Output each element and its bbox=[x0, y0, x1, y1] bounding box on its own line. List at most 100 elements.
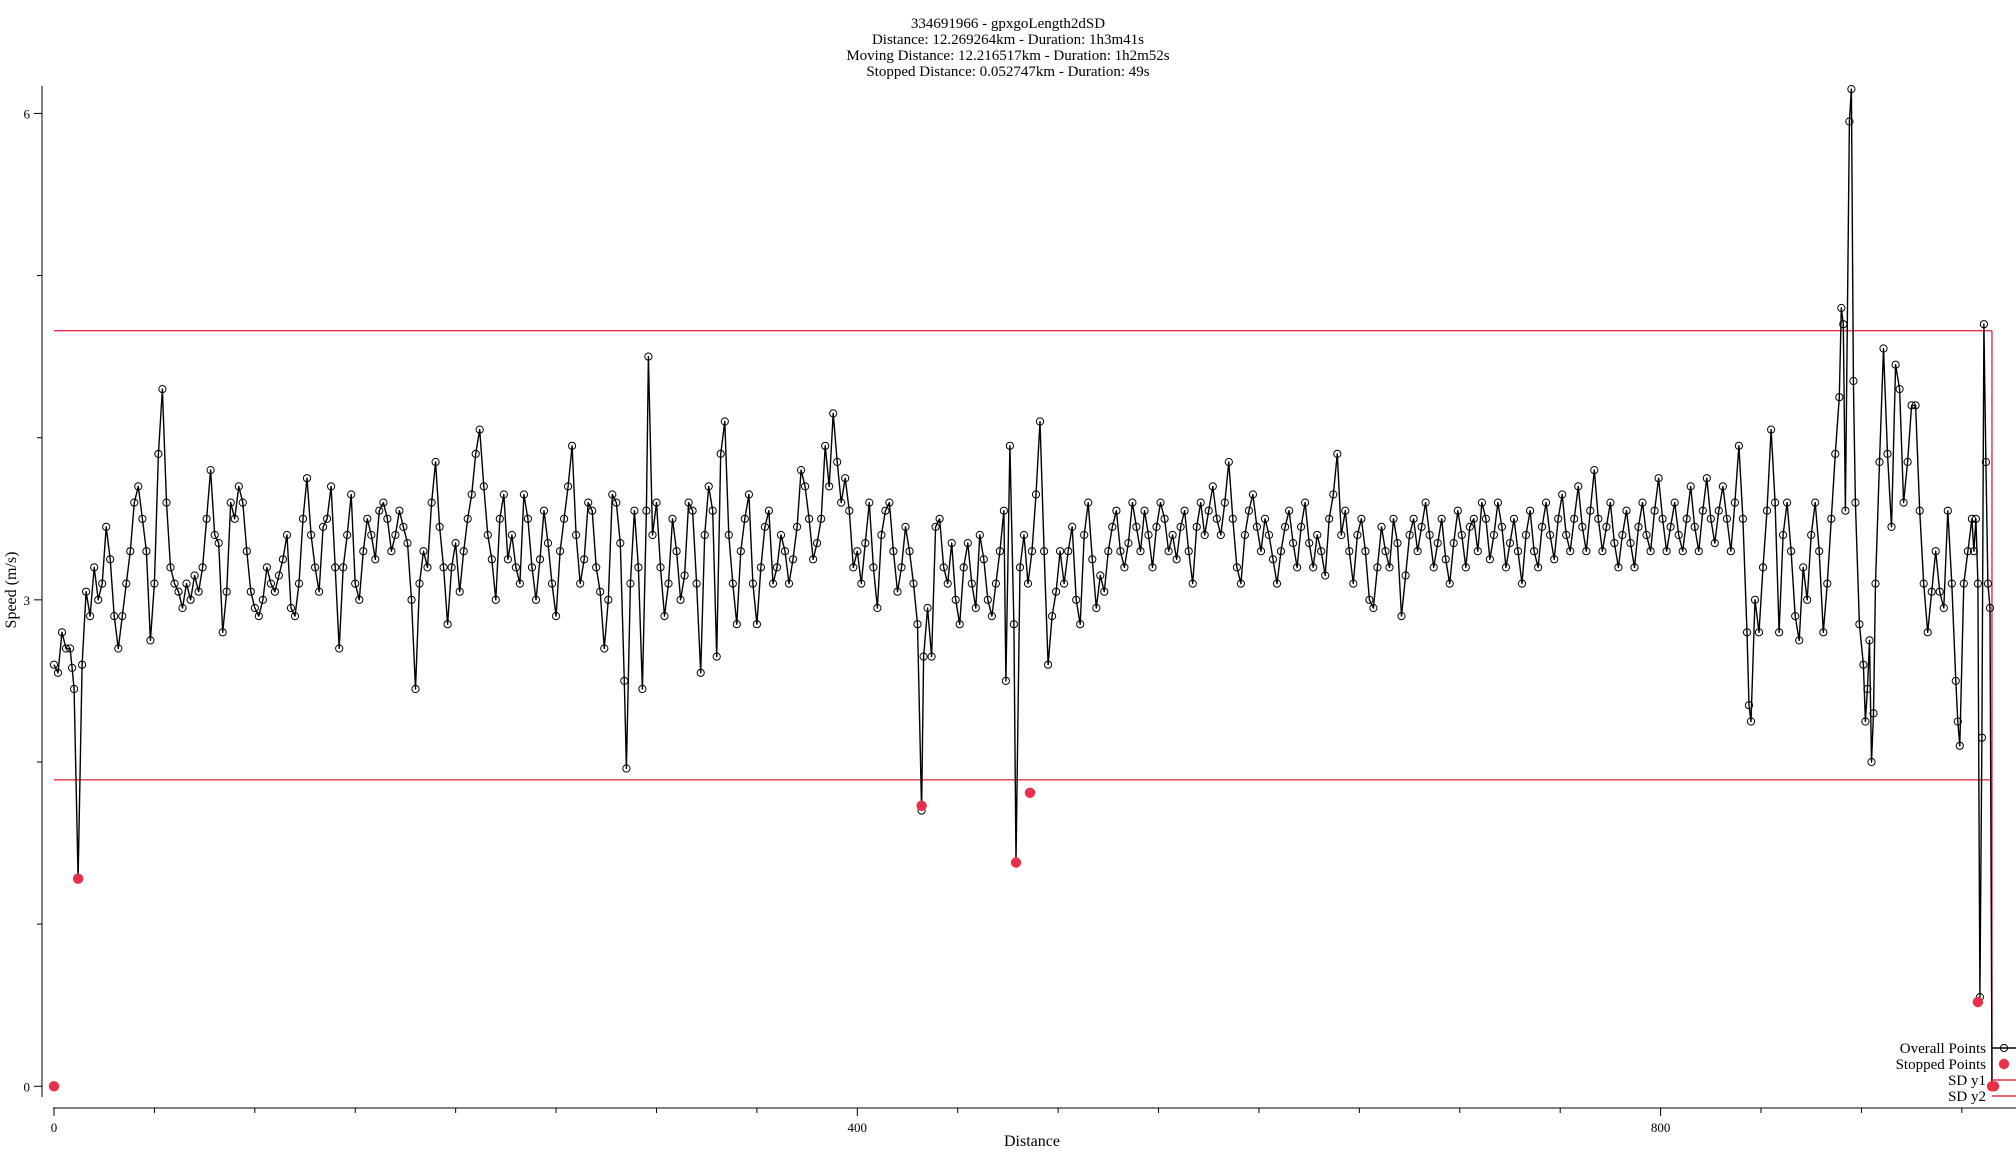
overall-point bbox=[242, 547, 251, 556]
overall-point bbox=[535, 555, 545, 564]
overall-point bbox=[1722, 514, 1732, 523]
overall-point bbox=[371, 555, 380, 564]
overall-point bbox=[1594, 514, 1603, 523]
overall-point bbox=[1196, 498, 1205, 507]
overall-point bbox=[1353, 530, 1362, 540]
overall-point bbox=[817, 514, 826, 523]
overall-point bbox=[1730, 498, 1740, 507]
overall-point bbox=[837, 498, 846, 507]
overall-point bbox=[1493, 498, 1503, 507]
overall-point bbox=[756, 563, 766, 572]
overall-point bbox=[644, 352, 653, 361]
overall-point bbox=[1867, 757, 1876, 767]
overall-point bbox=[146, 636, 155, 645]
overall-point bbox=[1268, 555, 1278, 564]
overall-point bbox=[1385, 563, 1394, 572]
overall-point bbox=[1754, 628, 1764, 637]
overall-point bbox=[238, 498, 247, 507]
overall-point bbox=[1212, 514, 1221, 523]
overall-point bbox=[1654, 474, 1663, 483]
overall-point bbox=[531, 595, 541, 604]
overall-point bbox=[1184, 547, 1193, 556]
overall-point bbox=[592, 563, 601, 572]
overall-point bbox=[102, 522, 111, 532]
overall-point bbox=[1148, 563, 1157, 572]
overall-point bbox=[162, 498, 171, 507]
overall-point bbox=[431, 457, 440, 467]
overall-point bbox=[720, 417, 729, 426]
legend-label-sd-y1: SD y1 bbox=[1948, 1073, 1986, 1089]
overall-point bbox=[1550, 555, 1559, 564]
overall-point bbox=[503, 555, 512, 564]
overall-point bbox=[829, 409, 838, 418]
overall-point bbox=[1775, 628, 1784, 637]
overall-point bbox=[913, 620, 922, 629]
overall-point bbox=[1554, 514, 1563, 523]
overall-point bbox=[483, 530, 492, 540]
overall-point bbox=[1132, 522, 1141, 532]
overall-point bbox=[1618, 530, 1627, 540]
overall-point bbox=[511, 563, 521, 572]
overall-point bbox=[1389, 514, 1398, 523]
overall-point bbox=[1831, 449, 1840, 458]
overall-point bbox=[1481, 514, 1491, 523]
overall-point bbox=[572, 530, 581, 540]
overall-point bbox=[311, 563, 320, 572]
overall-point bbox=[1140, 506, 1149, 515]
overall-point bbox=[885, 498, 894, 507]
overall-point bbox=[1401, 571, 1410, 580]
overall-point bbox=[110, 612, 119, 621]
overall-point bbox=[515, 579, 525, 588]
overall-point bbox=[1887, 522, 1896, 532]
overall-point bbox=[1084, 498, 1093, 507]
overall-point bbox=[772, 563, 782, 572]
overall-point bbox=[1200, 530, 1209, 540]
overall-point bbox=[1216, 530, 1225, 540]
overall-point bbox=[1056, 547, 1065, 556]
overall-point bbox=[379, 498, 388, 507]
overall-point bbox=[668, 514, 677, 523]
overall-point bbox=[1244, 506, 1254, 515]
overall-point bbox=[443, 620, 452, 629]
stopped-point bbox=[72, 873, 84, 884]
overall-point bbox=[218, 628, 227, 637]
overall-point bbox=[290, 612, 300, 621]
overall-point bbox=[638, 684, 647, 694]
overall-point bbox=[339, 563, 348, 572]
overall-point bbox=[1293, 563, 1302, 572]
overall-point bbox=[1710, 539, 1719, 548]
overall-point bbox=[403, 539, 412, 548]
overall-point bbox=[1530, 547, 1539, 556]
overall-point bbox=[901, 522, 910, 532]
overall-point bbox=[943, 579, 952, 588]
overall-point bbox=[967, 579, 976, 588]
overall-point bbox=[114, 644, 123, 653]
overall-point bbox=[1963, 547, 1973, 556]
overall-point bbox=[427, 498, 436, 507]
overall-point bbox=[1485, 555, 1495, 564]
overall-point bbox=[1694, 547, 1703, 556]
overall-point bbox=[1947, 579, 1956, 588]
overall-point bbox=[1469, 514, 1478, 523]
overall-point bbox=[315, 587, 324, 596]
overall-point bbox=[1417, 522, 1426, 532]
overall-point bbox=[1919, 579, 1928, 588]
overall-point bbox=[1064, 547, 1073, 556]
overall-point bbox=[712, 652, 721, 661]
overall-point bbox=[1349, 579, 1358, 588]
overall-point bbox=[1393, 539, 1402, 548]
overall-point bbox=[1369, 603, 1378, 613]
overall-point bbox=[1076, 620, 1085, 629]
overall-point bbox=[1734, 441, 1744, 450]
overall-point bbox=[411, 684, 420, 694]
overall-point bbox=[487, 555, 496, 564]
overall-point bbox=[1981, 457, 1991, 467]
overall-point bbox=[1931, 547, 1940, 556]
overall-point bbox=[130, 498, 139, 507]
overall-point bbox=[564, 482, 573, 491]
overall-point bbox=[1405, 530, 1414, 540]
overall-point bbox=[1409, 514, 1418, 523]
overall-point bbox=[1501, 563, 1511, 572]
overall-point bbox=[323, 514, 332, 523]
y-axis-label: Speed (m/s) bbox=[3, 552, 20, 629]
